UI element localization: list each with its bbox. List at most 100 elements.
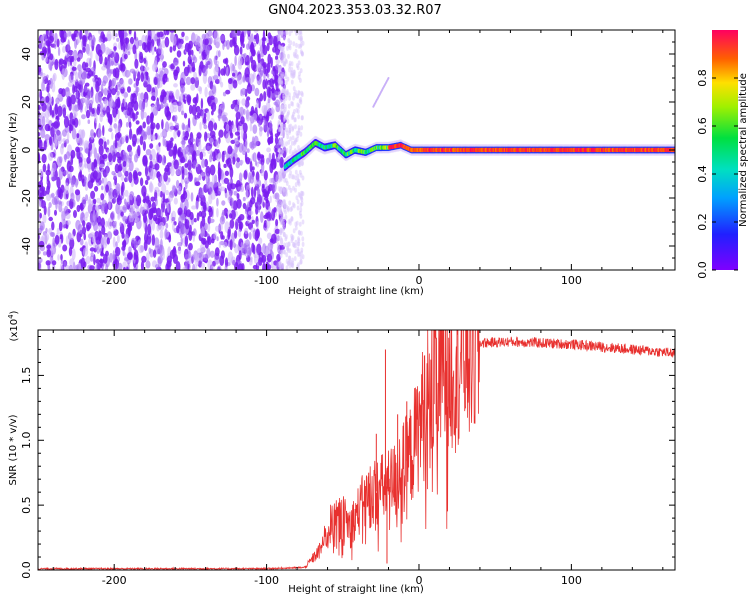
heatmap-cell — [121, 102, 124, 113]
heatmap-cell — [278, 91, 281, 97]
heatmap-cell — [233, 190, 238, 196]
heatmap-cell — [257, 187, 260, 198]
heatmap-cell — [301, 236, 305, 242]
heatmap-cell — [274, 75, 278, 87]
heatmap-cell — [100, 237, 106, 245]
heatmap-cell — [297, 114, 300, 120]
heatmap-cell — [104, 56, 108, 66]
heatmap-cell — [107, 73, 111, 81]
heatmap-cell — [267, 137, 271, 146]
heatmap-cell — [188, 104, 193, 115]
heatmap-cell — [257, 152, 261, 159]
heatmap-cell — [300, 115, 304, 121]
heatmap-cell — [207, 58, 213, 70]
heatmap-cell — [243, 170, 248, 180]
heatmap-cell — [38, 119, 43, 124]
heatmap-cell — [275, 174, 279, 185]
heatmap-cell — [262, 188, 268, 198]
heatmap-cell — [143, 213, 147, 223]
heatmap-cell — [174, 114, 178, 122]
heatmap-cell — [47, 180, 51, 191]
heatmap-cell — [289, 136, 292, 142]
colorbar-tick-label: 0.4 — [696, 165, 709, 183]
heatmap-cell — [65, 87, 70, 92]
heatmap-cell — [226, 39, 230, 50]
heatmap-cell — [98, 138, 104, 146]
heatmap-cell — [254, 179, 258, 187]
heatmap-cell — [240, 116, 245, 125]
heatmap-cell — [279, 70, 283, 76]
heatmap-cell — [114, 133, 121, 141]
heatmap-cell — [294, 169, 298, 175]
heatmap-cell — [225, 89, 231, 95]
heatmap-cell — [177, 103, 182, 113]
heatmap-cell — [121, 136, 127, 143]
heatmap-cell — [246, 83, 253, 95]
heatmap-cell — [173, 159, 179, 170]
heatmap-cell — [205, 172, 210, 184]
heatmap-cell — [239, 214, 245, 221]
heatmap-cell — [44, 134, 50, 141]
heatmap-cell — [221, 209, 225, 216]
heatmap-cell — [182, 60, 186, 67]
heatmap-cell — [270, 57, 273, 68]
heatmap-cell — [292, 51, 296, 57]
figure-title: GN04.2023.353.03.32.R07 — [268, 3, 442, 18]
heatmap-cell — [286, 134, 290, 140]
heatmap-cell — [201, 215, 206, 227]
heatmap-cell — [135, 77, 139, 87]
heatmap-cell — [175, 122, 180, 129]
heatmap-cell — [156, 171, 161, 178]
heatmap-cell — [264, 196, 269, 201]
heatmap-cell — [199, 187, 204, 196]
heatmap-cell — [184, 163, 189, 168]
heatmap-cell — [111, 88, 117, 96]
heatmap-cell — [256, 64, 261, 73]
heatmap-cell — [199, 151, 204, 160]
heatmap-cell — [204, 86, 208, 98]
heatmap-cell — [246, 30, 251, 34]
heatmap-cell — [297, 43, 301, 49]
heatmap-cell — [206, 110, 210, 122]
x-tick-label: -100 — [254, 274, 279, 287]
heatmap-cell — [190, 84, 196, 91]
heatmap-cell — [65, 53, 70, 58]
heatmap-cell — [227, 120, 232, 127]
heatmap-cell — [184, 130, 190, 139]
heatmap-cell — [184, 154, 188, 160]
heatmap-cell — [86, 222, 92, 230]
heatmap-cell — [221, 200, 226, 206]
heatmap-cell — [257, 201, 261, 213]
heatmap-cell — [75, 146, 80, 153]
heatmap-cell — [46, 82, 50, 93]
heatmap-cell — [279, 109, 283, 115]
heatmap-cell — [199, 55, 203, 60]
heatmap-cell — [95, 258, 100, 264]
heatmap-cell — [186, 94, 192, 103]
heatmap-cell — [224, 57, 229, 65]
heatmap-cell — [265, 78, 268, 90]
heatmap-cell — [180, 213, 186, 219]
heatmap-cell — [215, 138, 220, 149]
heatmap-cell — [241, 186, 245, 192]
heatmap-cell — [93, 254, 96, 266]
heatmap-cell — [108, 97, 114, 108]
heatmap-cell — [68, 264, 73, 270]
heatmap-cell — [128, 121, 132, 129]
heatmap-cell — [73, 117, 79, 128]
heatmap-cell — [70, 94, 76, 105]
heatmap-cell — [300, 161, 304, 167]
heatmap-cell — [96, 152, 100, 165]
heatmap-cell — [153, 76, 158, 86]
heatmap-cell — [43, 205, 47, 216]
heatmap-cell — [144, 165, 149, 177]
heatmap-cell — [178, 42, 183, 48]
heatmap-cell — [246, 43, 250, 50]
heatmap-cell — [56, 227, 60, 235]
heatmap-cell — [284, 58, 288, 64]
heatmap-cell — [67, 39, 70, 52]
heatmap-cell — [287, 255, 291, 261]
heatmap-cell — [218, 129, 224, 138]
heatmap-cell — [59, 188, 63, 200]
heatmap-cell — [192, 160, 197, 170]
